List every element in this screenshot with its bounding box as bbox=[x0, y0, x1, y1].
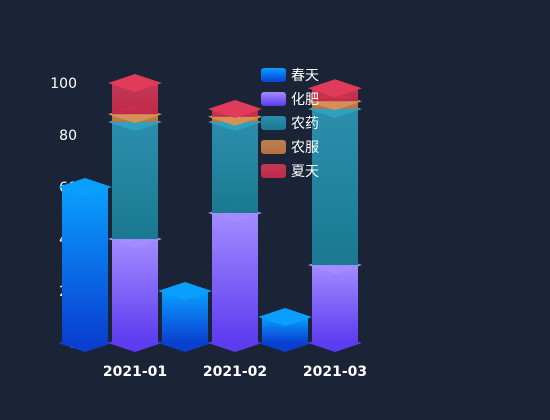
y-tick-100: 100 bbox=[50, 76, 77, 92]
x-tick-2021-01: 2021-01 bbox=[103, 364, 167, 380]
bar-2021-01-series-2 bbox=[108, 113, 162, 239]
legend-swatch bbox=[261, 140, 286, 154]
legend-label: 夏天 bbox=[291, 164, 319, 180]
bar-body bbox=[212, 213, 258, 343]
bar-2021-03-series-4 bbox=[308, 79, 362, 102]
legend-label: 农药 bbox=[291, 116, 319, 132]
legend-item-1[interactable]: 化肥 bbox=[261, 92, 319, 108]
x-tick-2021-02: 2021-02 bbox=[203, 364, 267, 380]
bar-top-cap bbox=[208, 100, 262, 118]
bar-body bbox=[112, 239, 158, 343]
bar-body bbox=[312, 265, 358, 343]
legend-swatch bbox=[261, 92, 286, 106]
bar-top-cap bbox=[158, 282, 212, 300]
legend-item-4[interactable]: 夏天 bbox=[261, 164, 319, 180]
bar-2021-01-series-1 bbox=[108, 230, 162, 343]
bar-top-cap bbox=[258, 308, 312, 326]
legend-swatch bbox=[261, 68, 286, 82]
bar-2021-02-series-2 bbox=[208, 113, 262, 213]
legend-item-2[interactable]: 农药 bbox=[261, 116, 319, 132]
bar-body bbox=[312, 109, 358, 265]
bar-2021-02-series-0 bbox=[158, 282, 212, 343]
bar-2021-03-series-1 bbox=[308, 256, 362, 343]
x-tick-2021-03: 2021-03 bbox=[303, 364, 367, 380]
legend-swatch bbox=[261, 116, 286, 130]
bar-body bbox=[112, 122, 158, 239]
legend-label: 化肥 bbox=[291, 92, 319, 108]
bars bbox=[58, 74, 362, 352]
legend-item-0[interactable]: 春天 bbox=[261, 68, 319, 84]
legend-label: 春天 bbox=[291, 68, 319, 84]
legend-swatch bbox=[261, 164, 286, 178]
x-axis: 2021-01 2021-02 2021-03 bbox=[103, 364, 367, 380]
y-tick-80: 80 bbox=[59, 128, 77, 144]
bar-top-cap bbox=[108, 74, 162, 92]
bar-2021-03-series-0 bbox=[258, 308, 312, 343]
bar-2021-02-series-4 bbox=[208, 100, 262, 118]
bar-top-cap bbox=[308, 79, 362, 98]
bar-body bbox=[62, 187, 108, 343]
bar-2021-01-series-0 bbox=[58, 178, 112, 343]
bar-top-cap bbox=[58, 178, 112, 196]
bar-2021-01-series-4 bbox=[108, 74, 162, 115]
bar-2021-02-series-1 bbox=[208, 204, 262, 343]
bar-body bbox=[212, 122, 258, 213]
legend-item-3[interactable]: 农服 bbox=[261, 140, 319, 156]
legend-label: 农服 bbox=[291, 140, 319, 156]
